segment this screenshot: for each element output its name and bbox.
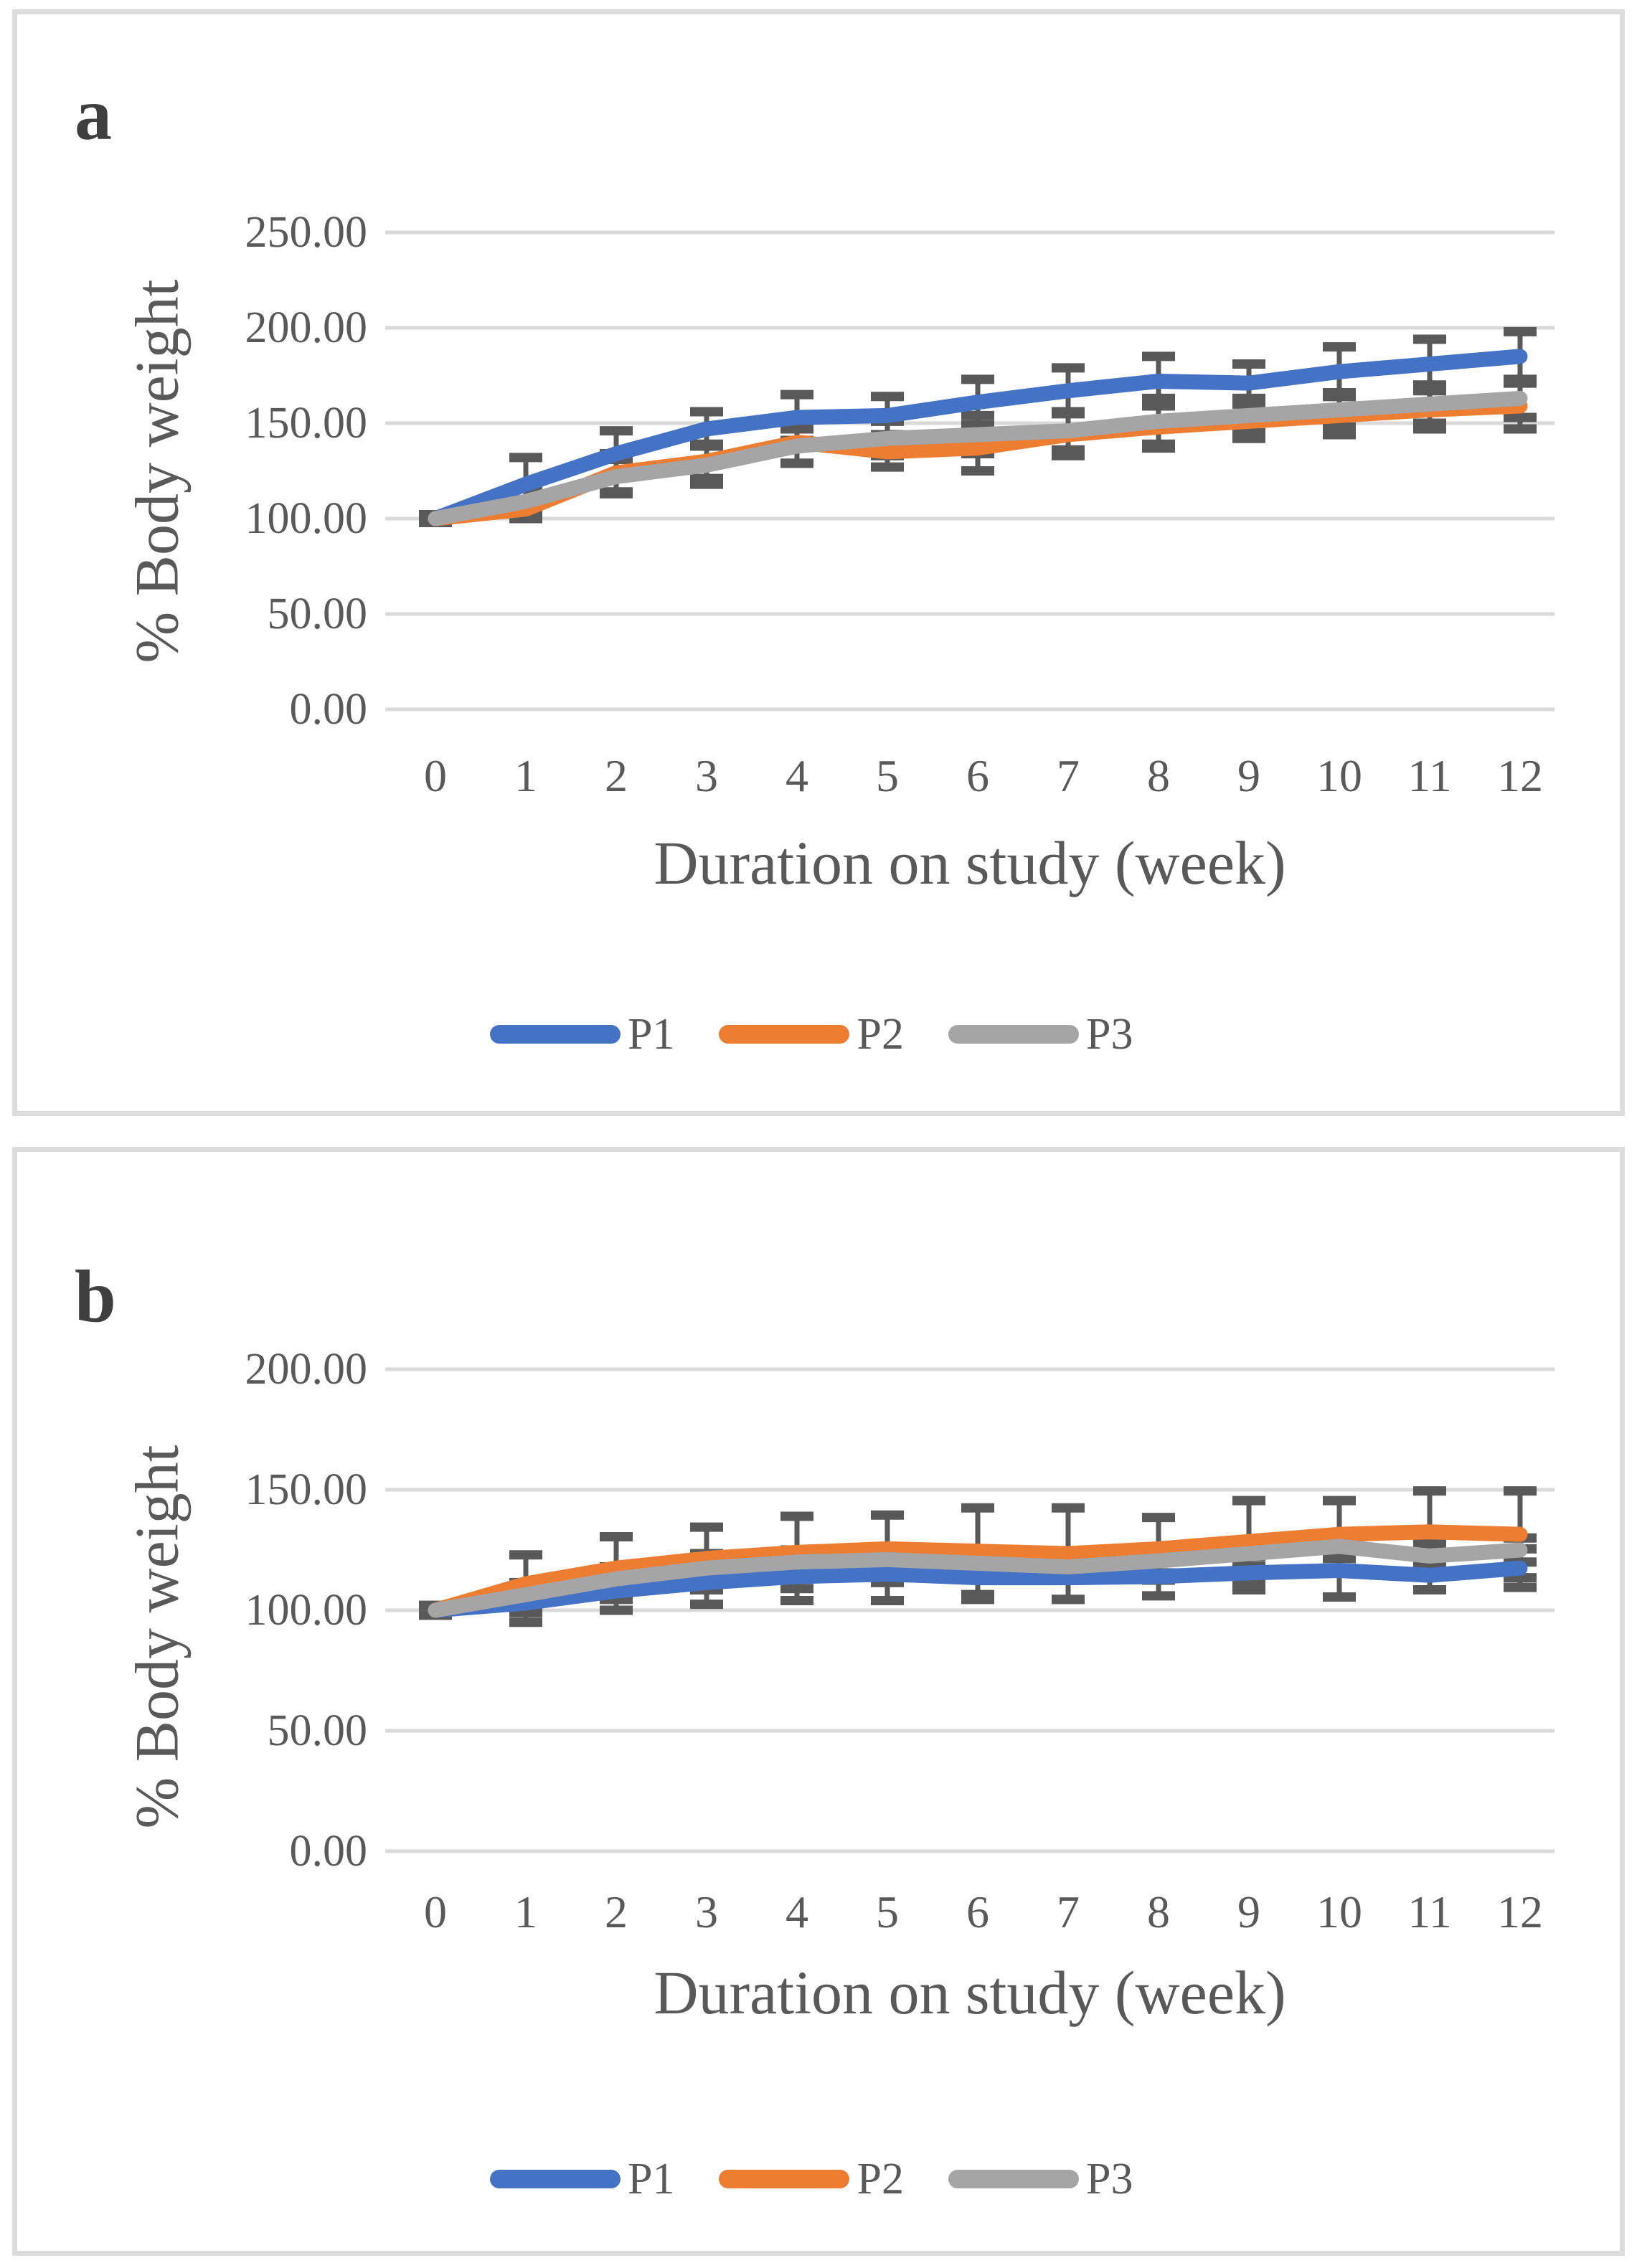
series-line-P1: [428, 349, 1528, 526]
legend-swatch-P1: [490, 1025, 621, 1044]
y-tick-label: 150.00: [245, 399, 368, 448]
x-tick-label: 4: [786, 750, 808, 801]
panel-letter-a: a: [75, 73, 112, 156]
x-tick-label: 6: [966, 1886, 989, 1937]
x-tick-label: 6: [966, 750, 989, 801]
legend-item-P2: P2: [719, 1010, 904, 1059]
x-tick-label: 1: [514, 1886, 537, 1937]
chart-b-canvas: [385, 1367, 1555, 1853]
y-tick-label: 250.00: [245, 208, 368, 257]
x-axis-title-a: Duration on study (week): [654, 828, 1286, 897]
x-tick-label: 0: [424, 1886, 447, 1937]
legend-item-P1: P1: [490, 1012, 674, 1057]
x-tick-label: 8: [1147, 750, 1170, 801]
series-line-P3: [428, 1539, 1528, 1618]
y-tick-label: 150.00: [245, 1465, 368, 1514]
legend-swatch-P2: [719, 2170, 850, 2188]
y-tick-label: 200.00: [245, 1345, 368, 1394]
legend-label-P3: P3: [1085, 2155, 1133, 2203]
legend-label-P3: P3: [1085, 1010, 1133, 1059]
x-tick-label: 11: [1407, 1886, 1452, 1937]
x-tick-label: 12: [1497, 1886, 1543, 1937]
series-line-P1: [428, 1560, 1528, 1618]
legend-label-P1: P1: [628, 1010, 675, 1059]
legend-swatch-P3: [948, 2170, 1079, 2188]
y-tick-label: 50.00: [267, 590, 368, 638]
x-tick-label: 2: [605, 1886, 628, 1937]
x-axis-title-b: Duration on study (week): [654, 1958, 1286, 2027]
x-tick-label: 5: [876, 750, 899, 801]
legend-swatch-P1: [490, 2170, 621, 2188]
legend-label-P2: P2: [857, 2155, 904, 2203]
x-tick-label: 7: [1057, 1886, 1080, 1937]
series-line-P2: [428, 1524, 1528, 1618]
legend-item-P3: P3: [948, 1012, 1133, 1057]
x-tick-label: 5: [876, 1886, 899, 1937]
x-tick-label: 9: [1237, 750, 1260, 801]
y-tick-label: 100.00: [245, 1586, 368, 1635]
y-tick-label: 0.00: [289, 685, 368, 734]
legend-a: P1 P2 P3: [490, 1006, 1133, 1063]
legend-label-P1: P1: [628, 2155, 675, 2203]
x-tick-label: 3: [695, 1886, 718, 1937]
panel-letter-b: b: [75, 1255, 116, 1338]
x-tick-label: 11: [1407, 750, 1452, 801]
y-tick-label: 0.00: [289, 1827, 368, 1876]
series-line-P3: [428, 390, 1528, 526]
legend-label-P2: P2: [857, 1010, 904, 1059]
x-tick-label: 2: [605, 750, 628, 801]
y-tick-label: 200.00: [245, 303, 368, 352]
legend-item-P3: P3: [948, 2157, 1133, 2201]
x-tick-label: 10: [1316, 1886, 1362, 1937]
legend-swatch-P2: [719, 1025, 850, 1044]
legend-swatch-P3: [948, 1025, 1079, 1044]
x-tick-label: 10: [1316, 750, 1362, 801]
legend-b: P1 P2 P3: [490, 2150, 1133, 2208]
chart-a-canvas: [385, 230, 1555, 712]
y-tick-label: 100.00: [245, 494, 368, 543]
x-tick-label: 7: [1057, 750, 1080, 801]
x-tick-label: 4: [786, 1886, 808, 1937]
x-tick-label: 1: [514, 750, 537, 801]
y-tick-label: 50.00: [267, 1706, 368, 1755]
legend-item-P1: P1: [490, 2157, 674, 2201]
x-tick-label: 0: [424, 750, 447, 801]
x-tick-label: 3: [695, 750, 718, 801]
legend-item-P2: P2: [719, 2155, 904, 2203]
x-tick-label: 9: [1237, 1886, 1260, 1937]
x-tick-label: 12: [1497, 750, 1543, 801]
x-tick-label: 8: [1147, 1886, 1170, 1937]
